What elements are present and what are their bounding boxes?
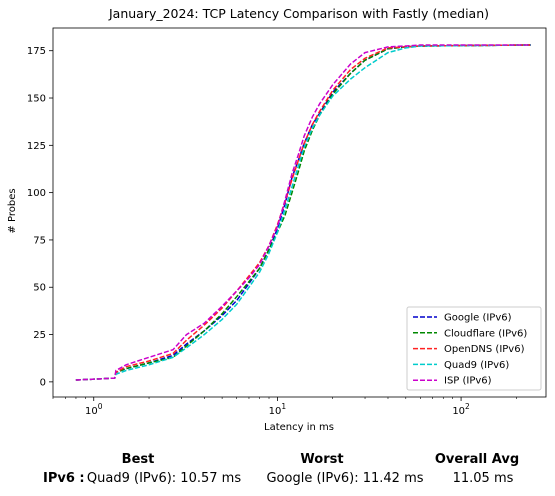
y-tick-label-3: 75 <box>33 235 46 246</box>
legend-label-1: Cloudflare (IPv6) <box>444 328 527 339</box>
worst-value: Google (IPv6): 11.42 ms <box>266 471 424 486</box>
y-tick-label-5: 125 <box>27 141 46 152</box>
overall-avg-header: Overall Avg <box>434 452 520 467</box>
y-tick-label-4: 100 <box>27 188 46 199</box>
legend: Google (IPv6) Cloudflare (IPv6) OpenDNS (I… <box>406 306 542 391</box>
legend-label-2: OpenDNS (IPv6) <box>444 344 525 355</box>
y-tick-label-0: 0 <box>40 377 46 388</box>
legend-label-4: ISP (IPv6) <box>444 376 492 387</box>
latency-chart: January_2024: TCP Latency Comparison wit… <box>7 6 547 433</box>
ipv6-row-label: IPv6 : <box>43 471 85 486</box>
series-line-3 <box>75 44 531 381</box>
x-axis-label: Latency in ms <box>264 422 334 433</box>
plot-frame <box>52 27 547 398</box>
y-tick-label-7: 175 <box>27 46 46 57</box>
y-tick-label-6: 150 <box>27 94 46 105</box>
y-axis-ticks: 0 25 50 75 100 125 150 175 <box>27 46 53 388</box>
series-line-2 <box>75 44 531 381</box>
best-value: Quad9 (IPv6): 10.57 ms <box>86 471 242 486</box>
chart-title: January_2024: TCP Latency Comparison wit… <box>108 6 489 21</box>
y-tick-label-1: 25 <box>33 330 46 341</box>
worst-header: Worst <box>300 452 344 467</box>
overall-avg-value: 11.05 ms <box>452 471 514 486</box>
best-header: Best <box>121 452 155 467</box>
summary-table: Best Worst Overall Avg IPv6 : Quad9 (IPv… <box>0 448 555 496</box>
legend-label-0: Google (IPv6) <box>444 313 512 324</box>
y-axis-label: # Probes <box>7 188 18 233</box>
x-tick-label-1: 101 <box>269 402 287 417</box>
x-tick-label-2: 102 <box>452 402 470 417</box>
legend-box <box>406 306 542 391</box>
x-axis-ticks: 100 101 102 <box>52 397 517 417</box>
x-tick-label-0: 100 <box>85 402 103 417</box>
legend-label-3: Quad9 (IPv6) <box>444 360 509 371</box>
y-tick-label-2: 50 <box>33 283 46 294</box>
series-line-4 <box>75 44 531 381</box>
plot-area <box>52 27 547 398</box>
